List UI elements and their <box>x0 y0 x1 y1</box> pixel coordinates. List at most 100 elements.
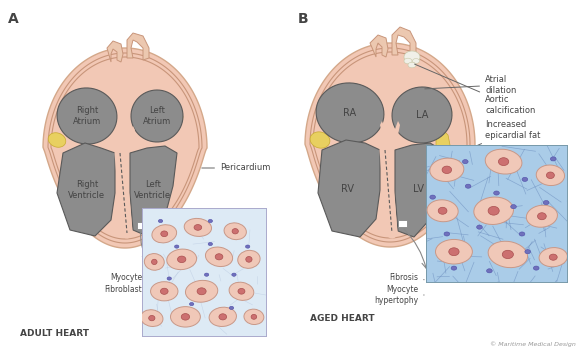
Text: Right
Atrium: Right Atrium <box>73 106 101 126</box>
Ellipse shape <box>209 307 236 327</box>
Polygon shape <box>48 53 202 243</box>
Ellipse shape <box>430 195 435 199</box>
Ellipse shape <box>160 288 168 294</box>
Ellipse shape <box>208 219 212 223</box>
Polygon shape <box>380 121 400 157</box>
Ellipse shape <box>181 314 189 320</box>
Polygon shape <box>404 58 412 64</box>
Text: Left
Atrium: Left Atrium <box>143 106 171 126</box>
Ellipse shape <box>204 273 209 276</box>
Ellipse shape <box>170 307 200 327</box>
Text: ADULT HEART: ADULT HEART <box>20 329 89 338</box>
Polygon shape <box>48 133 66 147</box>
Ellipse shape <box>427 200 458 222</box>
Polygon shape <box>432 105 452 121</box>
Polygon shape <box>395 143 442 237</box>
Ellipse shape <box>184 218 211 236</box>
Ellipse shape <box>151 282 178 301</box>
Ellipse shape <box>502 250 514 259</box>
Text: RV: RV <box>342 184 354 194</box>
Ellipse shape <box>451 266 457 270</box>
Ellipse shape <box>215 254 223 260</box>
Ellipse shape <box>438 207 447 214</box>
Ellipse shape <box>229 306 234 309</box>
Polygon shape <box>404 51 420 63</box>
Text: Right
Ventricle: Right Ventricle <box>68 180 105 200</box>
Polygon shape <box>412 58 420 63</box>
Polygon shape <box>310 132 330 148</box>
Polygon shape <box>131 90 183 142</box>
Text: Left
Ventricle: Left Ventricle <box>134 180 171 200</box>
Ellipse shape <box>442 166 452 174</box>
Polygon shape <box>316 83 384 143</box>
Ellipse shape <box>244 309 264 324</box>
Ellipse shape <box>251 314 256 319</box>
Ellipse shape <box>219 314 226 320</box>
Ellipse shape <box>435 239 472 264</box>
Ellipse shape <box>551 157 556 161</box>
Ellipse shape <box>238 250 260 268</box>
Ellipse shape <box>466 184 471 188</box>
Ellipse shape <box>494 191 499 195</box>
Text: Aortic
calcification: Aortic calcification <box>415 64 536 115</box>
Ellipse shape <box>206 247 233 267</box>
Text: Increased
epicardial fat: Increased epicardial fat <box>446 120 540 159</box>
Ellipse shape <box>488 206 499 215</box>
Text: Atrial
dilation: Atrial dilation <box>425 75 516 95</box>
Polygon shape <box>434 127 452 205</box>
Ellipse shape <box>178 256 186 262</box>
Ellipse shape <box>167 277 171 280</box>
Ellipse shape <box>444 232 450 236</box>
Ellipse shape <box>158 219 163 223</box>
Polygon shape <box>318 140 380 237</box>
Ellipse shape <box>522 177 527 181</box>
Text: B: B <box>298 12 309 26</box>
Polygon shape <box>57 143 115 236</box>
Ellipse shape <box>511 205 516 209</box>
Ellipse shape <box>185 280 218 302</box>
Polygon shape <box>130 146 177 236</box>
Ellipse shape <box>232 273 236 276</box>
Ellipse shape <box>477 225 482 229</box>
Ellipse shape <box>194 225 201 230</box>
Ellipse shape <box>474 197 514 224</box>
Polygon shape <box>127 33 149 60</box>
Ellipse shape <box>463 160 468 164</box>
Text: LA: LA <box>416 110 428 120</box>
Ellipse shape <box>152 225 177 243</box>
Ellipse shape <box>549 254 557 260</box>
Ellipse shape <box>152 259 157 265</box>
Ellipse shape <box>488 241 527 268</box>
Polygon shape <box>408 62 416 68</box>
Ellipse shape <box>430 158 464 181</box>
Ellipse shape <box>174 245 179 248</box>
Polygon shape <box>51 57 199 239</box>
Ellipse shape <box>526 205 558 227</box>
Polygon shape <box>43 48 207 248</box>
Ellipse shape <box>245 257 252 262</box>
Ellipse shape <box>533 266 539 270</box>
Polygon shape <box>167 112 183 124</box>
Ellipse shape <box>141 310 163 327</box>
Ellipse shape <box>449 248 459 256</box>
Ellipse shape <box>238 288 245 294</box>
Polygon shape <box>313 52 467 238</box>
Bar <box>137 222 146 229</box>
Ellipse shape <box>539 247 567 267</box>
Ellipse shape <box>229 282 254 300</box>
Polygon shape <box>392 87 452 143</box>
Text: LV hypertrophy: LV hypertrophy <box>443 168 549 184</box>
Polygon shape <box>57 88 117 144</box>
Ellipse shape <box>536 165 565 186</box>
Polygon shape <box>310 48 470 242</box>
Ellipse shape <box>149 315 155 321</box>
Ellipse shape <box>499 158 509 166</box>
Text: Pericardium: Pericardium <box>201 163 270 173</box>
Ellipse shape <box>232 229 239 234</box>
Text: © Maritime Medical Design: © Maritime Medical Design <box>490 341 576 347</box>
Ellipse shape <box>197 288 206 295</box>
Ellipse shape <box>189 302 194 306</box>
Polygon shape <box>370 35 388 57</box>
Text: LV: LV <box>412 184 423 194</box>
Ellipse shape <box>519 232 525 236</box>
